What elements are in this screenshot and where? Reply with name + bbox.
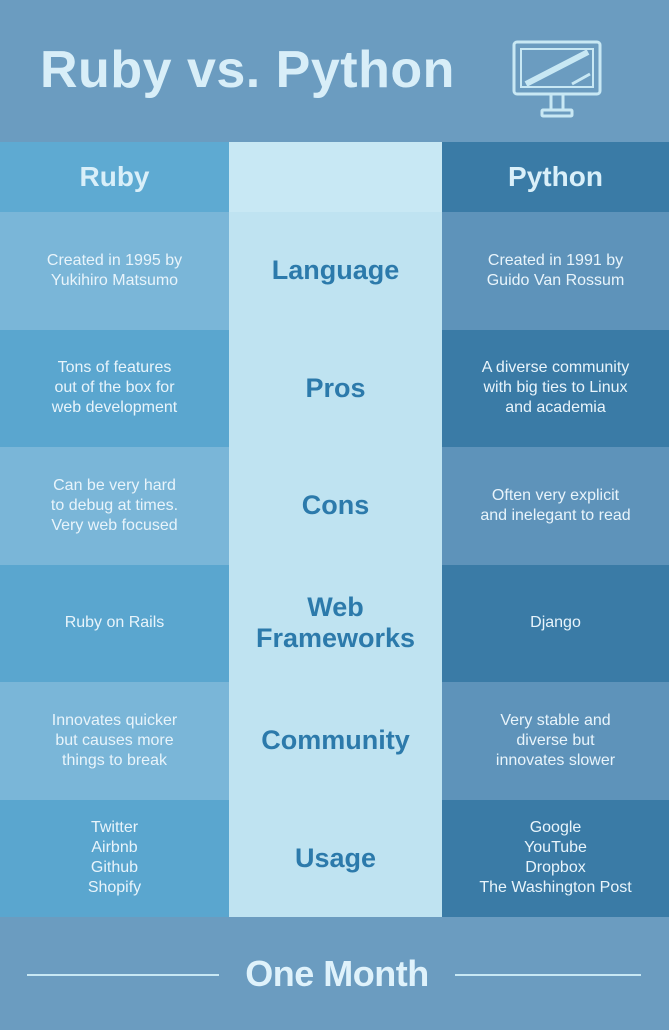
comparison-table: Ruby Python Created in 1995 by Yukihiro … — [0, 142, 669, 917]
category-cell: Usage — [229, 799, 442, 917]
header: Ruby vs. Python — [0, 0, 669, 142]
table-row: Ruby on Rails Web Frameworks Django — [0, 564, 669, 682]
python-cell-text: Django — [530, 614, 581, 632]
category-label: Cons — [301, 490, 370, 521]
category-cell: Web Frameworks — [229, 564, 442, 682]
category-label: Community — [261, 725, 410, 756]
footer-divider-right — [455, 974, 641, 976]
table-row: Created in 1995 by Yukihiro Matsumo Lang… — [0, 212, 669, 330]
ruby-cell-text: Can be very hard to debug at times. Very… — [50, 476, 179, 534]
category-cell: Language — [229, 212, 442, 330]
table-row: Twitter Airbnb Github Shopify Usage Goog… — [0, 799, 669, 917]
category-cell: Cons — [229, 447, 442, 565]
column-header-spacer — [229, 142, 442, 212]
category-label: Language — [271, 255, 400, 286]
category-cell: Pros — [229, 329, 442, 447]
ruby-cell: Tons of features out of the box for web … — [0, 329, 229, 447]
ruby-cell-text: Created in 1995 by Yukihiro Matsumo — [46, 251, 183, 289]
python-cell: A diverse community with big ties to Lin… — [442, 329, 669, 447]
table-header-row: Ruby Python — [0, 142, 669, 212]
python-cell: Django — [442, 564, 669, 682]
python-cell-text: Google YouTube Dropbox The Washington Po… — [479, 819, 632, 897]
category-label: Pros — [305, 372, 366, 403]
column-title-python: Python — [508, 161, 603, 192]
python-cell-text: Often very explicit and inelegant to rea… — [480, 486, 631, 524]
page-title: Ruby vs. Python — [40, 41, 455, 99]
table-row: Can be very hard to debug at times. Very… — [0, 447, 669, 565]
ruby-cell: Can be very hard to debug at times. Very… — [0, 447, 229, 565]
category-cell: Community — [229, 682, 442, 800]
ruby-cell-text: Tons of features out of the box for web … — [51, 359, 178, 417]
category-label: Web Frameworks — [255, 592, 416, 654]
ruby-cell-text: Ruby on Rails — [64, 614, 165, 632]
footer-divider-left — [27, 974, 219, 976]
python-cell-text: Created in 1991 by Guido Van Rossum — [486, 251, 625, 289]
ruby-cell: Twitter Airbnb Github Shopify — [0, 799, 229, 917]
python-cell-text: Very stable and diverse but innovates sl… — [495, 711, 616, 769]
category-label: Usage — [294, 842, 377, 873]
footer: One Month — [0, 917, 669, 1030]
brand-logo: One Month — [245, 953, 429, 994]
table-row: Tons of features out of the box for web … — [0, 329, 669, 447]
column-header-python: Python — [442, 142, 669, 212]
python-cell: Google YouTube Dropbox The Washington Po… — [442, 799, 669, 917]
python-cell: Created in 1991 by Guido Van Rossum — [442, 212, 669, 330]
python-cell: Very stable and diverse but innovates sl… — [442, 682, 669, 800]
python-cell: Often very explicit and inelegant to rea… — [442, 447, 669, 565]
ruby-cell: Created in 1995 by Yukihiro Matsumo — [0, 212, 229, 330]
ruby-cell-text: Twitter Airbnb Github Shopify — [87, 819, 142, 897]
monitor-icon — [512, 40, 602, 118]
column-header-ruby: Ruby — [0, 142, 229, 212]
python-cell-text: A diverse community with big ties to Lin… — [481, 359, 630, 417]
table-row: Innovates quicker but causes more things… — [0, 682, 669, 800]
ruby-cell-text: Innovates quicker but causes more things… — [51, 711, 178, 769]
ruby-cell: Ruby on Rails — [0, 564, 229, 682]
ruby-cell: Innovates quicker but causes more things… — [0, 682, 229, 800]
column-title-ruby: Ruby — [79, 161, 150, 192]
